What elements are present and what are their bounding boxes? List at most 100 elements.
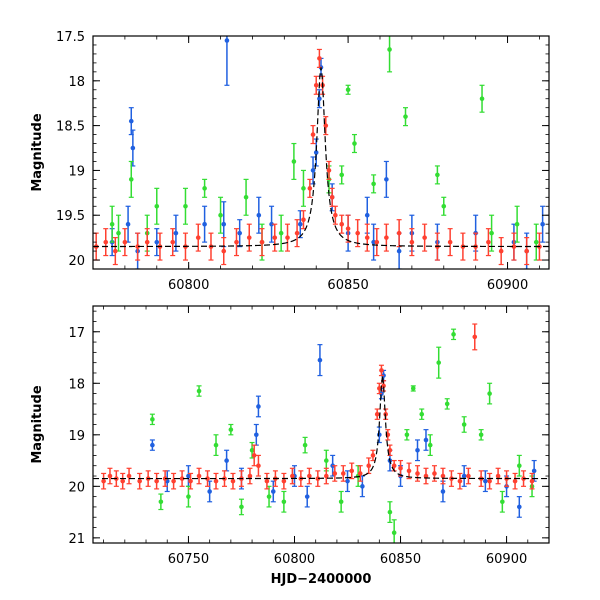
top-series-2-point (422, 223, 428, 252)
bottom-panel-marks (93, 323, 549, 543)
bottom-series-2-point (154, 472, 160, 490)
data-point (374, 411, 380, 417)
data-point (317, 56, 322, 61)
data-point (396, 248, 402, 254)
y-tick-label: 19 (68, 164, 85, 179)
top-series-2-point (332, 205, 338, 225)
data-point (228, 427, 234, 432)
data-point (332, 471, 338, 476)
data-point (487, 478, 492, 484)
data-point (478, 432, 484, 438)
data-point (384, 177, 389, 182)
bottom-series-2-point (179, 470, 185, 487)
bottom-series-2-point (440, 467, 446, 485)
x-tick-label: 60800 (168, 278, 209, 293)
data-point (326, 168, 332, 173)
data-point (517, 504, 522, 510)
top-series-0-point (297, 210, 303, 239)
bottom-series-2-point (332, 465, 338, 482)
bottom-series-1-point (516, 454, 522, 477)
bottom-series-2-point (349, 462, 355, 480)
top-series-0-point (237, 219, 243, 248)
bottom-series-2-point (188, 472, 194, 490)
data-point (107, 473, 113, 479)
top-series-2-point (396, 219, 402, 248)
top-series-1-point (514, 205, 520, 243)
bottom-series-2-point (230, 472, 236, 490)
bottom-series-2-point (529, 472, 535, 490)
data-point (423, 437, 429, 443)
data-point (444, 401, 450, 407)
top-series-2-point (310, 125, 316, 145)
bottom-series-2-point (374, 408, 380, 420)
data-point (150, 417, 155, 422)
bottom-series-2-point (431, 465, 437, 482)
data-point (243, 195, 249, 200)
data-point (158, 499, 164, 505)
bottom-series-1-point (196, 385, 202, 397)
top-series-2-point (383, 223, 389, 252)
data-point (285, 235, 290, 240)
data-point (404, 432, 410, 438)
data-point (419, 411, 425, 417)
top-panel-y-axis-label: Magnitude (30, 113, 45, 192)
data-point (461, 473, 467, 479)
data-point (304, 494, 310, 499)
bottom-panel-y-axis-label: Magnitude (30, 385, 45, 464)
bottom-series-0-point (516, 496, 522, 518)
top-series-0-point (383, 160, 389, 198)
bottom-panel-x-axis-label: HJD−2400000 (271, 572, 372, 587)
y-tick-label: 17 (68, 326, 85, 341)
top-series-2-point (498, 237, 504, 266)
data-point (205, 476, 210, 481)
data-point (291, 159, 297, 164)
data-point (213, 478, 219, 484)
top-panel-marks (93, 36, 549, 269)
data-point (259, 239, 265, 245)
top-series-1-point (291, 142, 297, 180)
data-point (313, 82, 319, 88)
top-series-2-point (447, 228, 453, 257)
data-point (307, 186, 313, 191)
data-point (384, 235, 389, 240)
top-series-2-point (409, 228, 415, 257)
data-point (427, 442, 433, 448)
data-point (355, 230, 360, 236)
data-point (324, 458, 329, 463)
top-series-1-point (202, 178, 208, 198)
data-point (495, 473, 501, 479)
data-point (183, 203, 188, 209)
data-point (457, 478, 463, 484)
data-point (324, 473, 329, 479)
data-point (150, 442, 155, 448)
data-point (423, 473, 429, 479)
bottom-series-2-point (378, 364, 384, 377)
data-point (370, 453, 376, 458)
top-series-2-point (339, 214, 345, 234)
bottom-series-2-point (213, 472, 219, 490)
data-point (422, 235, 427, 240)
data-point (109, 221, 115, 227)
bottom-series-2-point (376, 382, 382, 395)
data-point (339, 172, 345, 178)
bottom-series-1-point (281, 490, 287, 513)
data-point (498, 248, 504, 254)
top-series-0-point (224, 36, 230, 86)
data-point (387, 509, 393, 515)
data-point (374, 239, 380, 245)
data-point (249, 447, 255, 453)
x-tick-label: 60900 (487, 278, 528, 293)
bottom-series-1-point (302, 436, 308, 454)
bottom-series-0-point (415, 439, 421, 462)
data-point (345, 87, 351, 93)
top-series-1-point (116, 214, 122, 252)
bottom-series-1-point (404, 429, 410, 441)
data-point (239, 504, 244, 510)
data-point (317, 96, 322, 102)
bottom-series-2-point (457, 472, 463, 490)
data-point (113, 248, 118, 254)
top-series-1-point (345, 84, 351, 95)
data-point (396, 230, 402, 236)
data-point (266, 494, 272, 499)
bottom-series-0-point (270, 480, 276, 503)
